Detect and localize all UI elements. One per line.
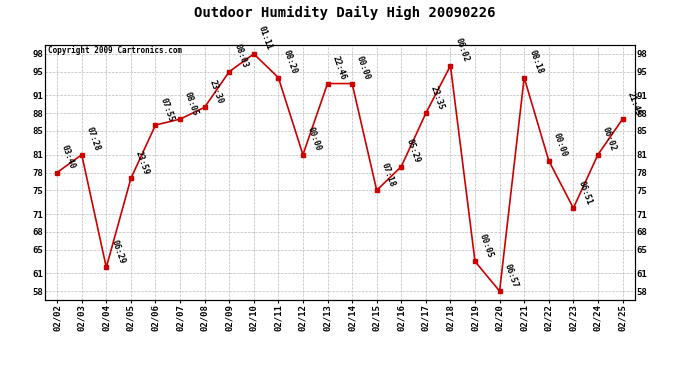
- Text: 00:00: 00:00: [306, 126, 323, 152]
- Text: 06:51: 06:51: [576, 179, 593, 206]
- Text: 08:03: 08:03: [232, 43, 249, 69]
- Text: 23:59: 23:59: [134, 150, 151, 176]
- Text: 23:30: 23:30: [208, 78, 224, 105]
- Text: 07:18: 07:18: [380, 161, 397, 188]
- Text: 06:57: 06:57: [502, 262, 520, 289]
- Text: 06:02: 06:02: [453, 37, 471, 63]
- Text: 01:11: 01:11: [257, 25, 274, 51]
- Text: 07:28: 07:28: [85, 126, 101, 152]
- Text: 00:00: 00:00: [355, 55, 372, 81]
- Text: 00:00: 00:00: [552, 132, 569, 158]
- Text: 00:05: 00:05: [478, 232, 495, 259]
- Text: 08:20: 08:20: [282, 49, 298, 75]
- Text: 06:02: 06:02: [601, 126, 618, 152]
- Text: 07:55: 07:55: [159, 96, 175, 123]
- Text: 05:29: 05:29: [404, 138, 421, 164]
- Text: 08:05: 08:05: [183, 90, 200, 117]
- Text: 23:35: 23:35: [428, 84, 446, 111]
- Text: 08:18: 08:18: [527, 49, 544, 75]
- Text: Copyright 2009 Cartronics.com: Copyright 2009 Cartronics.com: [48, 46, 182, 55]
- Text: 21:45: 21:45: [625, 90, 642, 117]
- Text: Outdoor Humidity Daily High 20090226: Outdoor Humidity Daily High 20090226: [195, 6, 495, 20]
- Text: 06:29: 06:29: [109, 238, 126, 265]
- Text: 03:40: 03:40: [60, 144, 77, 170]
- Text: 22:46: 22:46: [331, 55, 348, 81]
